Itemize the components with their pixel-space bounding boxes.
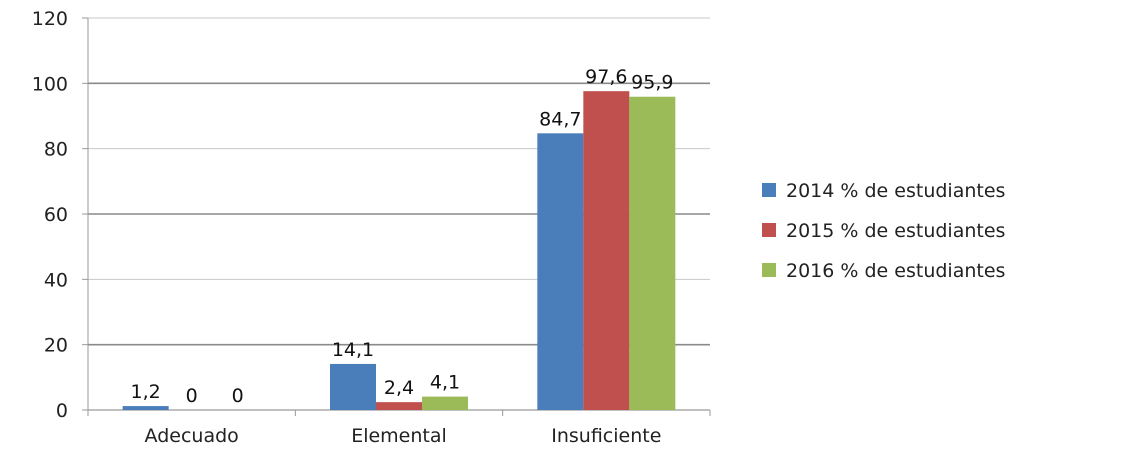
data-label: 1,2 xyxy=(131,381,161,403)
legend-entry: 2015 % de estudiantes xyxy=(786,220,1005,242)
legend-swatch xyxy=(762,183,776,197)
bars xyxy=(122,91,676,410)
y-tick-label: 100 xyxy=(32,73,68,95)
bar xyxy=(330,363,376,410)
data-label: 0 xyxy=(232,385,244,407)
y-tick-label: 60 xyxy=(44,204,68,226)
data-label: 0 xyxy=(186,385,198,407)
y-tick-label: 120 xyxy=(32,8,68,30)
bar xyxy=(583,91,630,410)
legend-entry: 2014 % de estudiantes xyxy=(786,180,1005,202)
legend-swatch xyxy=(762,223,776,237)
x-tick-label: Elemental xyxy=(351,425,447,447)
y-tick-label: 0 xyxy=(56,400,68,422)
bar xyxy=(122,406,169,410)
y-axis-ticks: 0 20 40 60 80 100 120 xyxy=(32,8,88,422)
x-axis-labels: Adecuado Elemental Insuficiente xyxy=(145,425,662,447)
data-label: 14,1 xyxy=(332,339,374,361)
x-tick-label: Insuficiente xyxy=(551,425,661,447)
legend-swatch xyxy=(762,263,776,277)
legend: 2014 % de estudiantes 2015 % de estudiant… xyxy=(762,180,1005,282)
data-label: 84,7 xyxy=(539,108,581,130)
bar xyxy=(629,96,676,410)
data-label: 2,4 xyxy=(384,377,414,399)
data-label: 97,6 xyxy=(585,66,627,88)
y-tick-label: 20 xyxy=(44,335,68,357)
data-label: 95,9 xyxy=(631,72,673,94)
bar xyxy=(376,402,422,410)
y-tick-label: 80 xyxy=(44,139,68,161)
data-label: 4,1 xyxy=(430,372,460,394)
x-tick-label: Adecuado xyxy=(145,425,239,447)
legend-entry: 2016 % de estudiantes xyxy=(786,260,1005,282)
data-labels: 1,2 0 0 14,1 2,4 4,1 84,797,6 95,9 xyxy=(131,66,674,407)
y-tick-label: 40 xyxy=(44,269,68,291)
bar xyxy=(537,133,584,410)
bar xyxy=(422,396,468,410)
